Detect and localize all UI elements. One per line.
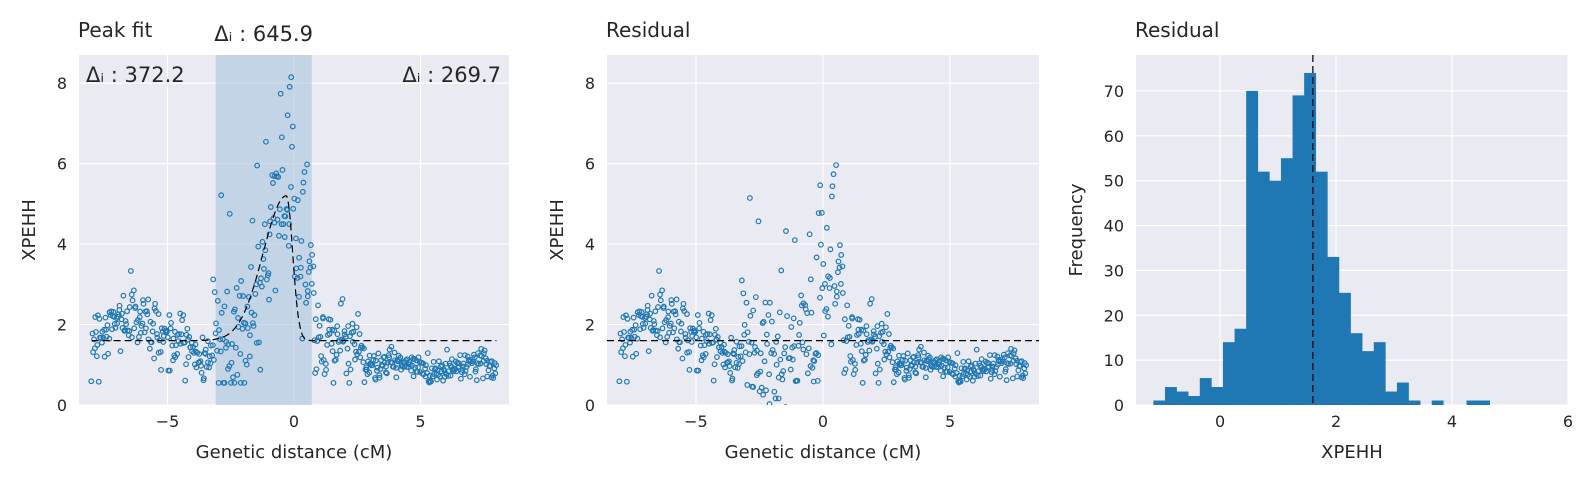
histogram-bar (1467, 401, 1479, 405)
y-tick-label: 0 (585, 396, 595, 415)
panel-title: Residual (1135, 18, 1219, 42)
y-tick-label: 2 (585, 316, 595, 335)
scatter-point (796, 407, 801, 412)
y-tick-label: 6 (585, 155, 595, 174)
histogram-bar (1327, 257, 1339, 405)
y-tick-label: 50 (1104, 172, 1124, 191)
y-axis-label: XPEHH (547, 199, 568, 261)
histogram-bar (1478, 401, 1490, 405)
y-axis-label: XPEHH (19, 199, 40, 261)
scatter-point (802, 418, 807, 423)
x-axis-label: Genetic distance (cM) (196, 442, 393, 463)
y-tick-label: 8 (57, 74, 67, 93)
x-tick-label: 0 (818, 412, 828, 431)
y-tick-label: 70 (1104, 82, 1124, 101)
histogram-bar (1293, 95, 1305, 405)
histogram-bar (1165, 387, 1177, 405)
histogram-bar (1362, 351, 1374, 405)
histogram-bar (1385, 392, 1397, 405)
histogram-bar (1432, 401, 1444, 405)
histogram-bar (1211, 387, 1223, 405)
highlight-span (216, 55, 312, 405)
histogram-bar (1304, 73, 1316, 405)
x-axis-label: XPEHH (1321, 442, 1383, 463)
histogram-bar (1269, 181, 1281, 405)
histogram-bar (1188, 396, 1200, 405)
histogram-bar (1235, 329, 1247, 405)
x-tick-label: 0 (1215, 412, 1225, 431)
annotation-center: Δᵢ : 645.9 (214, 22, 313, 46)
histogram-bar (1258, 172, 1270, 405)
annotation-right: Δᵢ : 269.7 (402, 63, 501, 87)
x-tick-label: 2 (1331, 412, 1341, 431)
panel-title: Peak fit (78, 18, 152, 42)
y-tick-label: 8 (585, 74, 595, 93)
panel-title: Residual (606, 18, 690, 42)
histogram-bar (1200, 378, 1212, 405)
histogram-bar (1281, 158, 1293, 405)
scatter-point (786, 412, 791, 417)
peak-fit-panel: −5 0 5 0 2 4 6 8 Genetic distance (cM) XPEHH Peak … (19, 18, 509, 463)
y-tick-label: 4 (57, 235, 67, 254)
scatter-point (771, 409, 776, 414)
histogram-bar (1397, 383, 1409, 405)
annotation-left: Δᵢ : 372.2 (86, 63, 185, 87)
histogram-bar (1351, 333, 1363, 405)
x-tick-label: 4 (1447, 412, 1457, 431)
histogram-bar (1374, 342, 1386, 405)
y-tick-label: 20 (1104, 306, 1124, 325)
x-tick-label: 0 (289, 412, 299, 431)
histogram-bar (1409, 401, 1421, 405)
histogram-bar (1339, 293, 1351, 405)
y-tick-label: 6 (57, 155, 67, 174)
y-tick-label: 40 (1104, 217, 1124, 236)
y-axis-label: Frequency (1066, 183, 1087, 276)
y-tick-label: 0 (57, 396, 67, 415)
x-tick-label: 6 (1563, 412, 1573, 431)
histogram-bar (1316, 172, 1328, 405)
y-tick-label: 4 (585, 235, 595, 254)
histogram-bar (1177, 392, 1189, 405)
x-tick-label: −5 (684, 412, 708, 431)
histogram-bar (1246, 91, 1258, 405)
histogram-bar (1223, 342, 1235, 405)
y-tick-label: 60 (1104, 127, 1124, 146)
y-tick-label: 0 (1114, 396, 1124, 415)
x-tick-label: 5 (415, 412, 425, 431)
residual-histogram-panel: 0 2 4 6010203040506070XPEHHFrequencyResidua… (1066, 18, 1573, 463)
residual-scatter-panel: −5 0 5 0 2 4 6 8 Genetic distance (cM) XPEHH Resid… (547, 18, 1039, 463)
x-tick-label: 5 (945, 412, 955, 431)
x-tick-label: −5 (156, 412, 180, 431)
histogram-bar (1153, 401, 1165, 405)
x-axis-label: Genetic distance (cM) (725, 442, 922, 463)
y-tick-label: 2 (57, 316, 67, 335)
y-tick-label: 10 (1104, 351, 1124, 370)
y-tick-label: 30 (1104, 261, 1124, 280)
